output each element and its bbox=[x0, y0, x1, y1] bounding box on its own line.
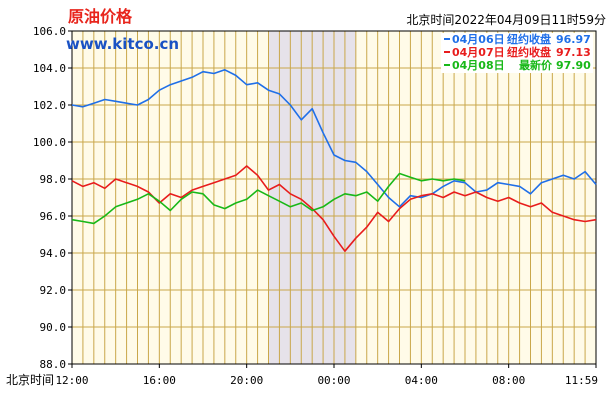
x-tick-label: 20:00 bbox=[230, 374, 263, 387]
legend-series-label: 纽约收盘 bbox=[507, 45, 551, 59]
timestamp: 北京时间2022年04月09日11时59分 bbox=[406, 13, 606, 27]
legend-series-value: 96.97 bbox=[556, 33, 591, 46]
x-axis-label: 北京时间 bbox=[6, 373, 54, 387]
y-tick-label: 90.0 bbox=[40, 321, 67, 334]
legend-background bbox=[441, 33, 593, 73]
chart-title: 原油价格 bbox=[68, 7, 133, 26]
legend-series-name: 04月07日 bbox=[452, 46, 505, 59]
x-tick-label: 11:59 bbox=[565, 374, 598, 387]
x-tick-label: 00:00 bbox=[317, 374, 350, 387]
y-tick-label: 96.0 bbox=[40, 210, 67, 223]
y-tick-label: 94.0 bbox=[40, 247, 67, 260]
legend: 04月06日 纽约收盘 96.97 04月07日 纽约收盘 97.13 04月0… bbox=[441, 32, 593, 73]
series-line-2 bbox=[71, 172, 466, 225]
legend-series-value: 97.90 bbox=[556, 59, 591, 72]
y-tick-label: 98.0 bbox=[40, 173, 67, 186]
legend-item-0407: 04月07日 纽约收盘 97.13 bbox=[444, 45, 591, 59]
series-line-0 bbox=[71, 69, 597, 208]
y-tick-label: 102.0 bbox=[33, 99, 66, 112]
legend-item-0406: 04月06日 纽约收盘 96.97 bbox=[444, 32, 591, 46]
y-tick-label: 100.0 bbox=[33, 136, 66, 149]
x-tick-label: 16:00 bbox=[143, 374, 176, 387]
x-tick-label: 12:00 bbox=[55, 374, 88, 387]
site-url: www.kitco.cn bbox=[66, 35, 179, 53]
series-lines bbox=[71, 69, 597, 252]
y-tick-label: 104.0 bbox=[33, 62, 66, 75]
legend-item-0408: 04月08日 最新价 97.90 bbox=[444, 58, 591, 72]
plot-area bbox=[72, 30, 596, 365]
y-tick-label: 88.0 bbox=[40, 358, 67, 371]
x-tick-label: 04:00 bbox=[405, 374, 438, 387]
legend-series-name: 04月08日 bbox=[452, 59, 505, 72]
axes: 88.0 90.0 92.0 94.0 96.0 98.0 100.0 102.0 104.0 1… bbox=[6, 25, 598, 387]
series-line-1 bbox=[71, 165, 597, 252]
legend-series-name: 04月06日 bbox=[452, 33, 505, 46]
legend-series-label: 最新价 bbox=[519, 58, 553, 72]
legend-series-label: 纽约收盘 bbox=[507, 32, 551, 46]
y-tick-label: 106.0 bbox=[33, 25, 66, 38]
y-tick-label: 92.0 bbox=[40, 284, 67, 297]
x-tick-label: 08:00 bbox=[492, 374, 525, 387]
legend-series-value: 97.13 bbox=[556, 46, 591, 59]
